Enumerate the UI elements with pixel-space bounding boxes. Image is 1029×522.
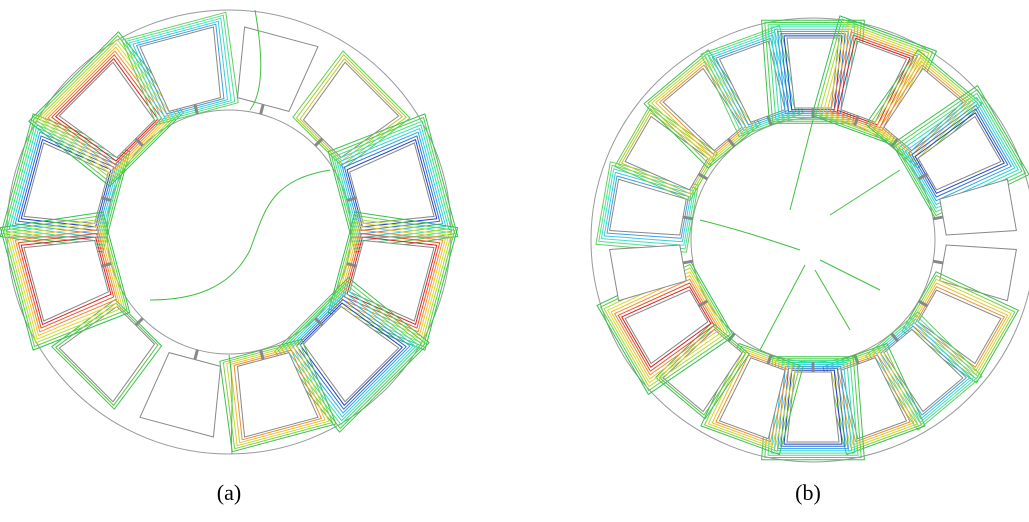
slot-opening — [933, 217, 943, 219]
flux-line — [700, 120, 900, 350]
slot — [610, 179, 687, 235]
stator-b — [591, 16, 1029, 462]
slot — [610, 245, 687, 301]
slot — [24, 241, 108, 322]
caption: (a) — [217, 480, 241, 505]
flux-line — [150, 170, 330, 300]
slot — [940, 245, 1017, 301]
figure: (a) (b) — [0, 0, 1029, 522]
slot — [24, 143, 108, 224]
slot — [350, 143, 434, 224]
slot-opening — [261, 104, 264, 114]
slot — [787, 372, 839, 442]
caption: (b) — [795, 480, 821, 505]
slot-opening — [683, 217, 693, 219]
stator-a — [0, 10, 457, 454]
slot-opening — [195, 350, 198, 360]
slot — [350, 241, 434, 322]
slot — [140, 27, 221, 111]
slot — [238, 353, 319, 437]
slot — [238, 27, 319, 111]
slot-opening — [683, 261, 693, 263]
slot — [940, 179, 1017, 235]
slot-opening — [933, 261, 943, 263]
slot — [140, 353, 221, 437]
